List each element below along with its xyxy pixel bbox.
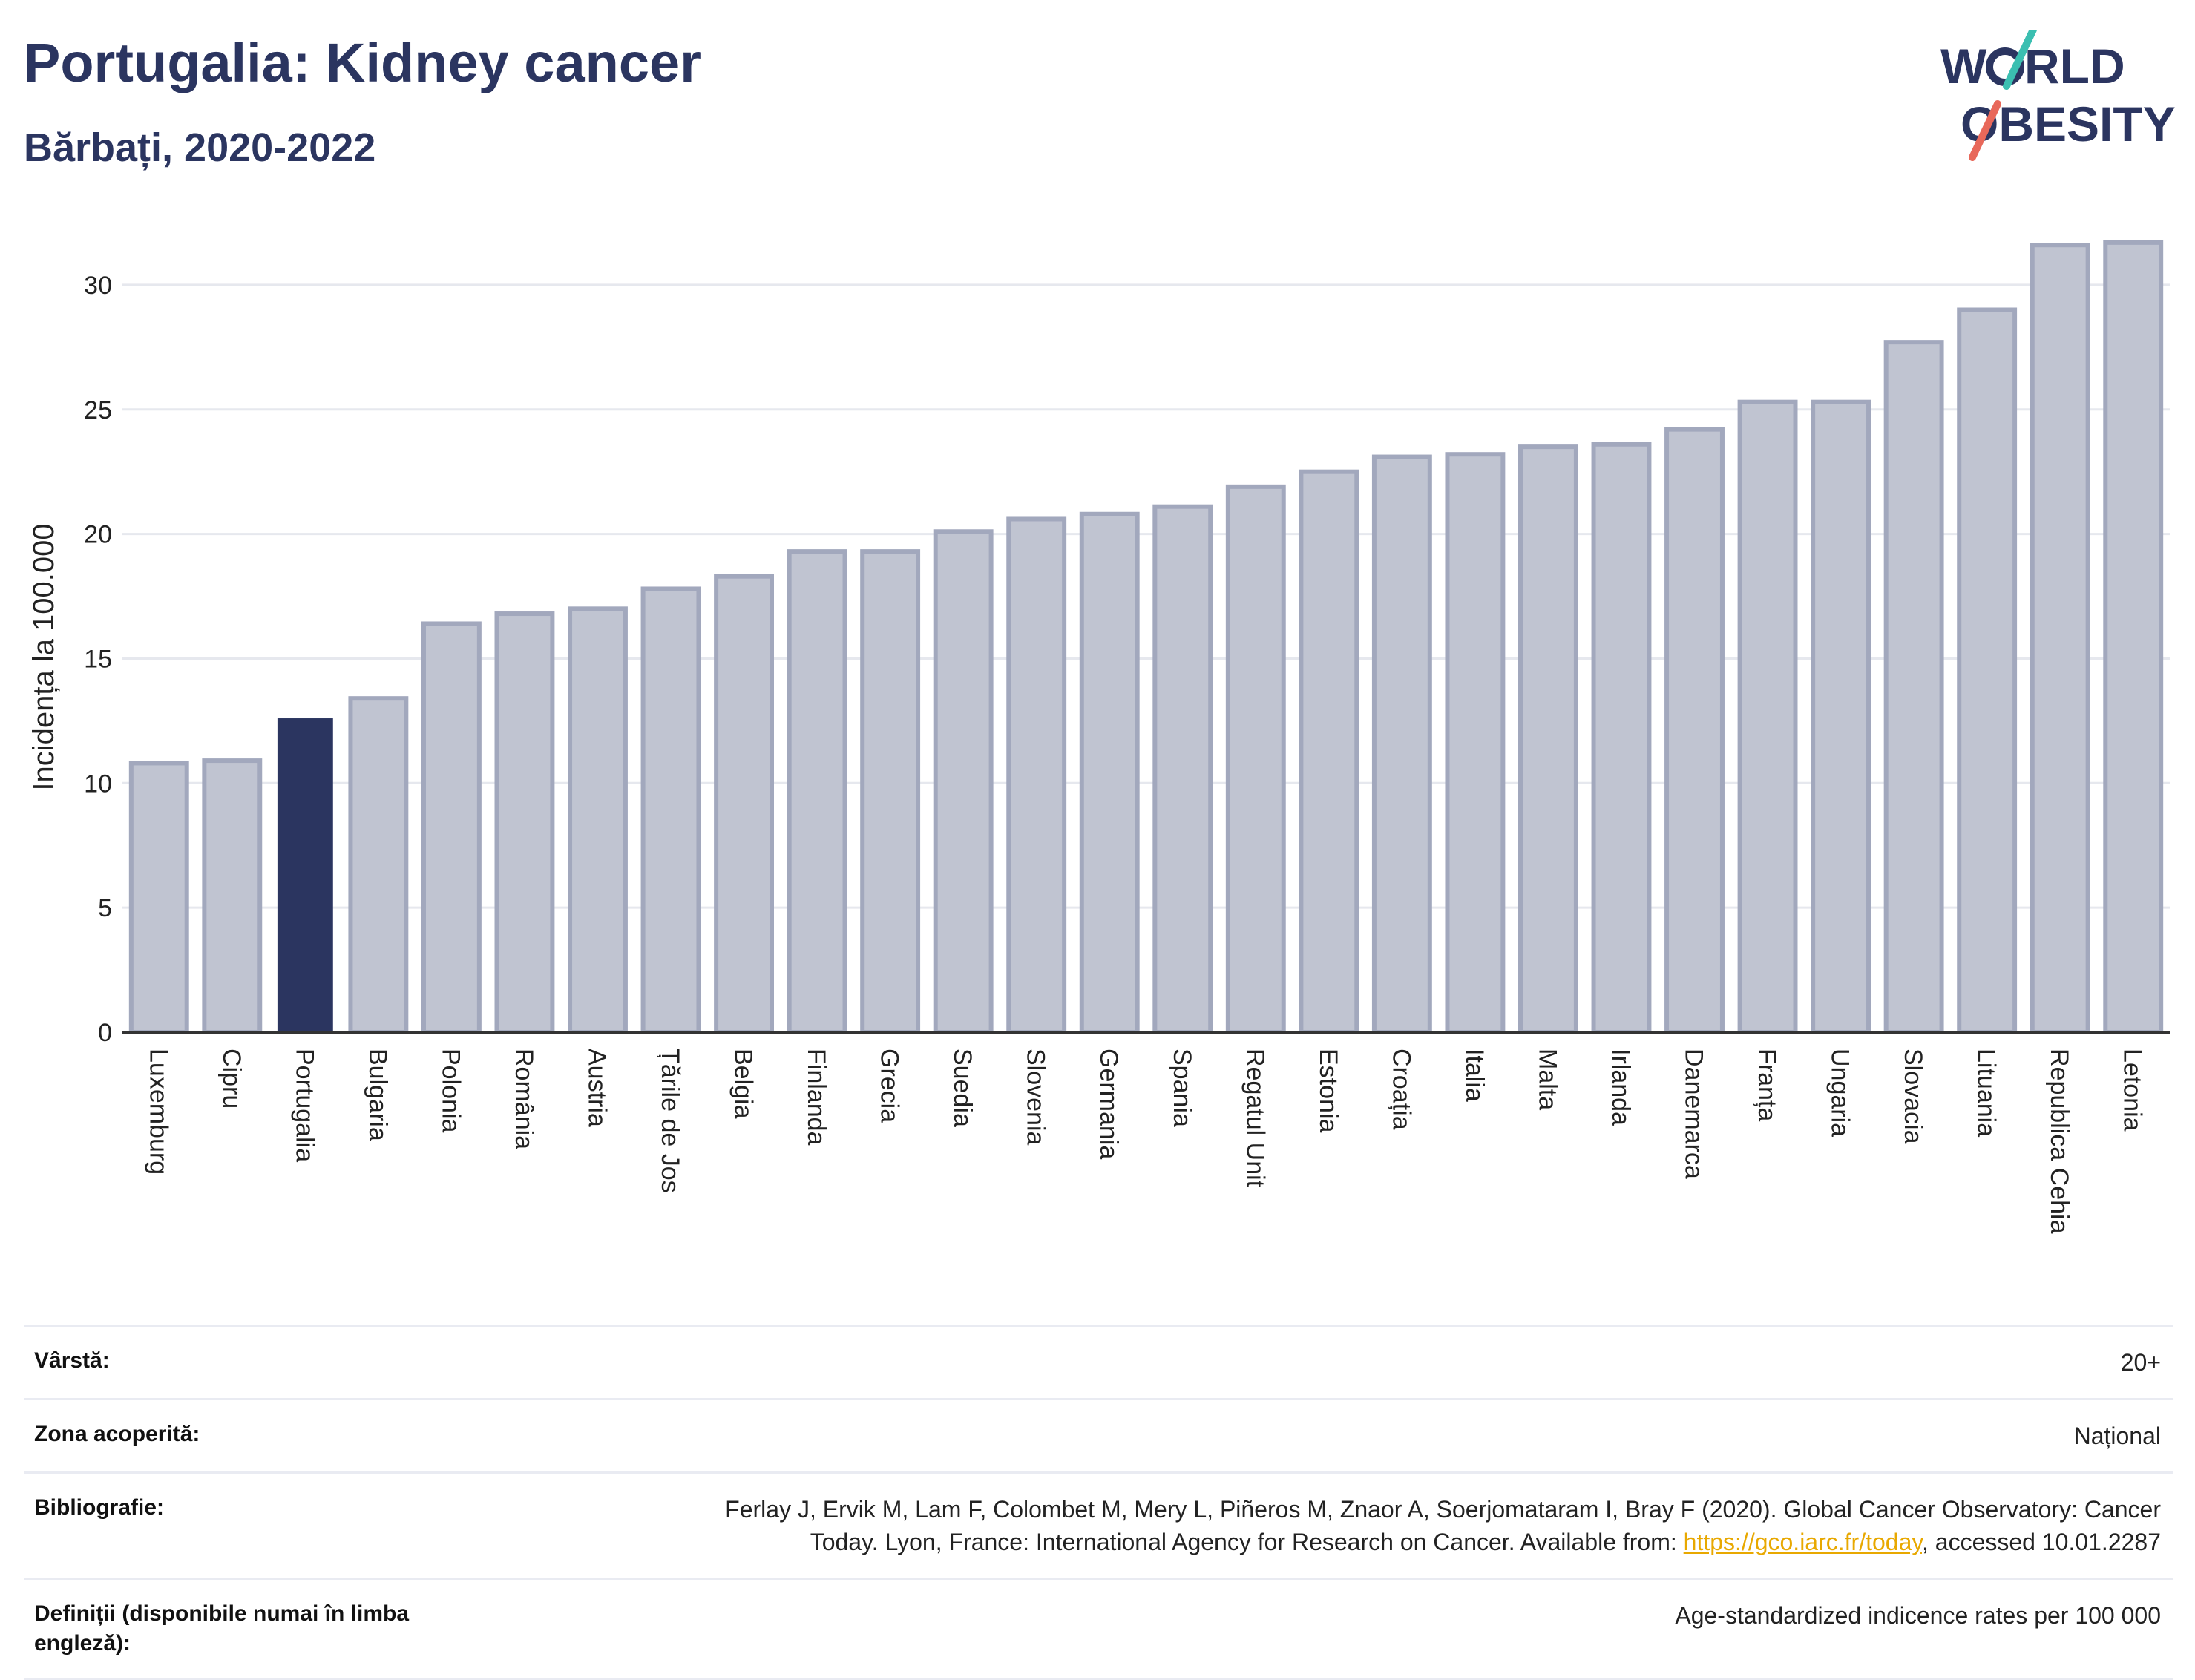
bar [1737, 399, 1798, 1034]
x-tick-label: Danemarca [1680, 1049, 1708, 1179]
world-obesity-logo: W RLD OBESITY [1940, 30, 2176, 161]
x-tick-label: Grecia [876, 1049, 904, 1123]
metadata-table: Vârstă: 20+ Zona acoperită: Național Bib… [24, 1325, 2173, 1680]
bar [421, 621, 482, 1034]
bar [933, 529, 994, 1034]
meta-row-definitions: Definiții (disponibile numai în limba en… [24, 1578, 2173, 1680]
bar [2103, 240, 2164, 1035]
y-tick-label: 20 [84, 521, 112, 549]
x-tick-label: Estonia [1314, 1049, 1342, 1132]
bar [202, 758, 263, 1034]
meta-biblio-value: Ferlay J, Ervik M, Lam F, Colombet M, Me… [725, 1493, 2161, 1558]
x-tick-label: Spania [1168, 1049, 1196, 1127]
logo-world-w: W [1940, 39, 1987, 93]
meta-age-label: Vârstă: [34, 1348, 110, 1373]
bar [1371, 454, 1432, 1034]
bar [1664, 427, 1725, 1034]
meta-age-value: 20+ [2120, 1349, 2161, 1376]
bar-layer [128, 240, 2164, 1035]
logo-world-rest: RLD [2024, 39, 2125, 93]
bar [1152, 504, 1213, 1034]
axis-layer: 0 5 10 15 20 25 30 Incidența la 100.000 Luxembur… [27, 272, 2170, 1234]
meta-biblio-label: Bibliografie: [34, 1495, 165, 1520]
meta-row-bibliography: Bibliografie: Ferlay J, Ervik M, Lam F, … [24, 1471, 2173, 1578]
x-tick-label: Austria [583, 1049, 611, 1127]
chart-subtitle: Bărbați, 2020-2022 [24, 125, 376, 170]
meta-biblio-link[interactable]: https://gco.iarc.fr/today [1683, 1529, 1922, 1555]
y-axis-title: Incidența la 100.000 [27, 523, 60, 790]
x-tick-label: Suedia [948, 1049, 977, 1127]
meta-biblio-line2-post: , accessed 10.01.2287 [1921, 1529, 2161, 1555]
x-tick-label: Franța [1753, 1049, 1781, 1121]
x-tick-label: Lituania [1972, 1049, 2001, 1137]
bar [2030, 243, 2090, 1035]
meta-def-value: Age-standardized indicence rates per 100… [1675, 1602, 2161, 1629]
x-tick-label: Cipru [217, 1049, 246, 1109]
x-tick-label: Slovacia [1899, 1049, 1927, 1144]
bar [860, 549, 921, 1034]
x-tick-label: Polonia [436, 1049, 465, 1133]
x-tick-label: Ungaria [1826, 1049, 1854, 1137]
chart-title: Portugalia: Kidney cancer [24, 32, 701, 93]
bar [348, 696, 409, 1034]
bar [1591, 442, 1652, 1034]
x-tick-label: Finlanda [802, 1049, 830, 1146]
x-tick-label: Irlanda [1607, 1049, 1635, 1126]
x-tick-label: Letonia [2119, 1049, 2147, 1132]
bar [568, 606, 628, 1034]
meta-area-label: Zona acoperită: [34, 1422, 200, 1446]
x-tick-label: Malta [1533, 1049, 1561, 1110]
y-tick-label: 25 [84, 396, 112, 424]
meta-row-area: Zona acoperită: Național [24, 1398, 2173, 1471]
x-tick-label: Belgia [729, 1049, 758, 1119]
bar [1445, 452, 1506, 1034]
x-tick-label: Bulgaria [364, 1049, 392, 1141]
y-tick-label: 5 [98, 894, 112, 922]
meta-biblio-line2-pre: Today. Lyon, France: International Agenc… [810, 1529, 1684, 1555]
meta-def-label: Definiții (disponibile numai în limba en… [34, 1601, 410, 1656]
bar [494, 611, 555, 1034]
logo-slash-teal [2003, 30, 2037, 90]
bar [1883, 340, 1944, 1034]
bar-highlight [277, 718, 333, 1032]
bar [1811, 399, 1871, 1034]
bar [1225, 484, 1286, 1034]
bar [1079, 511, 1140, 1034]
y-tick-label: 15 [84, 645, 112, 673]
y-tick-label: 0 [98, 1019, 112, 1047]
bar [640, 586, 701, 1034]
y-tick-label: 10 [84, 770, 112, 798]
meta-row-age: Vârstă: 20+ [24, 1325, 2173, 1398]
bar [1518, 444, 1578, 1034]
x-tick-label: Luxemburg [144, 1049, 172, 1175]
x-tick-label: Portugalia [290, 1049, 318, 1162]
meta-biblio-line1: Ferlay J, Ervik M, Lam F, Colombet M, Me… [725, 1496, 2161, 1523]
bar-chart: 0 5 10 15 20 25 30 Incidența la 100.000 Luxembur… [27, 240, 2170, 1234]
bar [1006, 516, 1067, 1034]
bar [714, 574, 774, 1034]
bar [787, 549, 847, 1034]
y-tick-label: 30 [84, 272, 112, 300]
bar [1957, 307, 2018, 1034]
x-tick-label: Italia [1460, 1049, 1489, 1102]
x-tick-label: România [510, 1049, 538, 1149]
x-tick-label: Regatul Unit [1241, 1049, 1269, 1188]
x-tick-label: Croația [1387, 1049, 1415, 1130]
logo-slash-coral [1969, 100, 2001, 161]
meta-area-value: Național [2073, 1423, 2161, 1449]
bar [1299, 469, 1359, 1034]
bar [128, 761, 189, 1034]
x-tick-label: Republica Cehia [2045, 1049, 2073, 1234]
x-tick-label: Slovenia [1022, 1049, 1050, 1146]
x-tick-label: Germania [1095, 1049, 1123, 1159]
x-tick-label: Țările de Jos [656, 1049, 684, 1193]
